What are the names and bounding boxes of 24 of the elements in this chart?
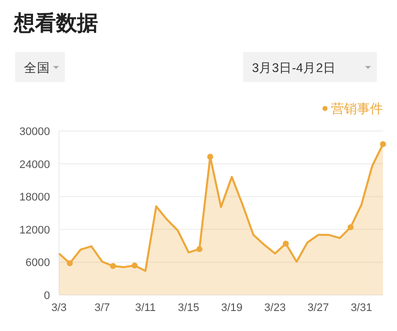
- x-tick-label: 3/23: [264, 302, 286, 314]
- point: [110, 263, 116, 270]
- y-tick-label: 18000: [19, 192, 50, 204]
- point: [282, 240, 289, 247]
- x-tick-label: 3/3: [51, 302, 67, 314]
- x-tick-label: 3/19: [221, 302, 243, 314]
- point: [196, 246, 202, 252]
- x-tick-label: 3/7: [94, 302, 110, 314]
- x-tick-label: 3/27: [307, 302, 329, 314]
- y-tick-label: 24000: [19, 158, 50, 171]
- y-tick-label: 6000: [26, 257, 50, 270]
- chart-title: 想看数据: [13, 12, 98, 35]
- point: [132, 262, 138, 268]
- x-tick-label: 3/11: [135, 302, 156, 314]
- x-tick-label: 3/31: [350, 302, 372, 314]
- point: [207, 154, 214, 160]
- legend: 营销事件: [322, 101, 383, 116]
- y-tick-label: 12000: [19, 224, 50, 236]
- y-tick-label: 0: [44, 290, 50, 302]
- y-tick-label: 30000: [19, 126, 50, 138]
- point: [348, 224, 354, 230]
- point: [380, 141, 386, 148]
- point: [66, 260, 73, 266]
- x-tick-label: 3/15: [178, 302, 200, 314]
